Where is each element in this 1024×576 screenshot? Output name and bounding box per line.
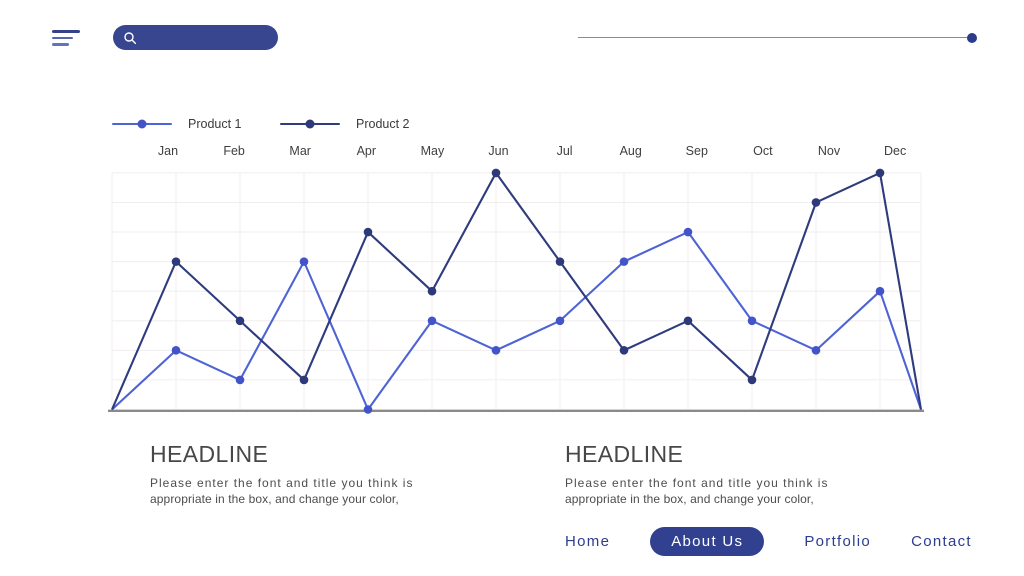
nav-item-home[interactable]: Home xyxy=(565,532,611,550)
legend-line-swatch xyxy=(112,119,172,129)
x-axis-label-apr: Apr xyxy=(356,144,377,158)
x-axis-label-jul: Jul xyxy=(556,144,573,158)
series-line-product-1 xyxy=(111,231,922,411)
headline-title: HEADLINE xyxy=(150,441,269,467)
headline-title: HEADLINE xyxy=(565,441,684,467)
data-point-product-1-aug xyxy=(619,257,629,266)
headline-text-line1: Please enter the font and title you thin… xyxy=(150,476,414,490)
x-axis-label-feb: Feb xyxy=(223,144,245,158)
legend-dot-swatch xyxy=(305,119,315,129)
data-point-product-1-oct xyxy=(747,316,757,326)
legend-line-swatch xyxy=(280,119,340,129)
nav-item-about-us[interactable]: About Us xyxy=(650,526,765,556)
data-point-product-2-jun xyxy=(491,168,501,178)
data-point-product-2-dec xyxy=(875,168,885,178)
data-point-product-1-apr xyxy=(363,405,373,414)
nav-item-contact[interactable]: Contact xyxy=(911,532,972,550)
x-axis-label-dec: Dec xyxy=(883,144,907,158)
data-point-product-2-may xyxy=(427,286,437,296)
search-bar[interactable] xyxy=(113,25,278,50)
data-point-product-1-feb xyxy=(235,375,245,385)
legend-item-product-1[interactable]: Product 1 xyxy=(112,116,242,132)
data-point-product-2-oct xyxy=(747,375,757,385)
legend-label: Product 1 xyxy=(188,117,242,131)
series-line-product-2 xyxy=(111,171,923,410)
x-axis-label-nov: Nov xyxy=(817,144,841,158)
data-point-product-2-feb xyxy=(235,316,245,326)
hamburger-line xyxy=(52,30,80,33)
search-input[interactable] xyxy=(143,29,278,46)
slider-handle[interactable] xyxy=(967,32,977,43)
line-chart xyxy=(108,168,924,414)
data-point-product-2-jul xyxy=(555,257,565,266)
x-axis-label-aug: Aug xyxy=(619,144,642,158)
headline-text-line2: appropriate in the box, and change your … xyxy=(565,491,814,506)
bottom-nav: Home About Us Portfolio Contact xyxy=(565,526,972,556)
hamburger-menu-icon[interactable] xyxy=(52,28,82,48)
legend-label: Product 2 xyxy=(356,117,410,131)
data-point-product-1-jun xyxy=(491,346,501,355)
data-point-product-2-jan xyxy=(171,257,181,266)
data-point-product-2-sep xyxy=(683,316,693,326)
data-point-product-1-jul xyxy=(555,316,565,326)
content-block-1: HEADLINE Please enter the font and title… xyxy=(150,441,413,507)
headline-text-line2: appropriate in the box, and change your … xyxy=(150,491,399,506)
nav-item-portfolio[interactable]: Portfolio xyxy=(804,532,872,550)
content-block-2: HEADLINE Please enter the font and title… xyxy=(565,441,828,507)
data-point-product-2-mar xyxy=(299,375,309,385)
data-point-product-2-nov xyxy=(811,198,821,207)
x-axis-label-jan: Jan xyxy=(157,144,179,158)
x-axis-label-may: May xyxy=(420,144,445,158)
headline-text-line1: Please enter the font and title you thin… xyxy=(565,476,829,490)
data-point-product-1-mar xyxy=(299,257,309,266)
data-point-product-1-may xyxy=(427,316,437,326)
x-axis-label-sep: Sep xyxy=(685,144,708,158)
data-point-product-2-apr xyxy=(363,227,373,237)
legend-dot-swatch xyxy=(137,119,147,129)
hamburger-line xyxy=(52,43,69,46)
data-point-product-1-sep xyxy=(683,227,693,237)
data-point-product-2-aug xyxy=(619,346,629,355)
data-point-product-1-dec xyxy=(875,286,885,296)
x-axis-label-mar: Mar xyxy=(289,144,311,158)
legend-item-product-2[interactable]: Product 2 xyxy=(280,116,410,132)
search-icon xyxy=(124,31,137,44)
data-point-product-1-jan xyxy=(171,346,181,355)
x-axis-label-oct: Oct xyxy=(753,144,773,158)
progress-slider-track[interactable] xyxy=(578,37,968,39)
hamburger-line xyxy=(52,36,73,40)
data-point-product-1-nov xyxy=(811,346,821,355)
x-axis-label-jun: Jun xyxy=(488,144,509,158)
